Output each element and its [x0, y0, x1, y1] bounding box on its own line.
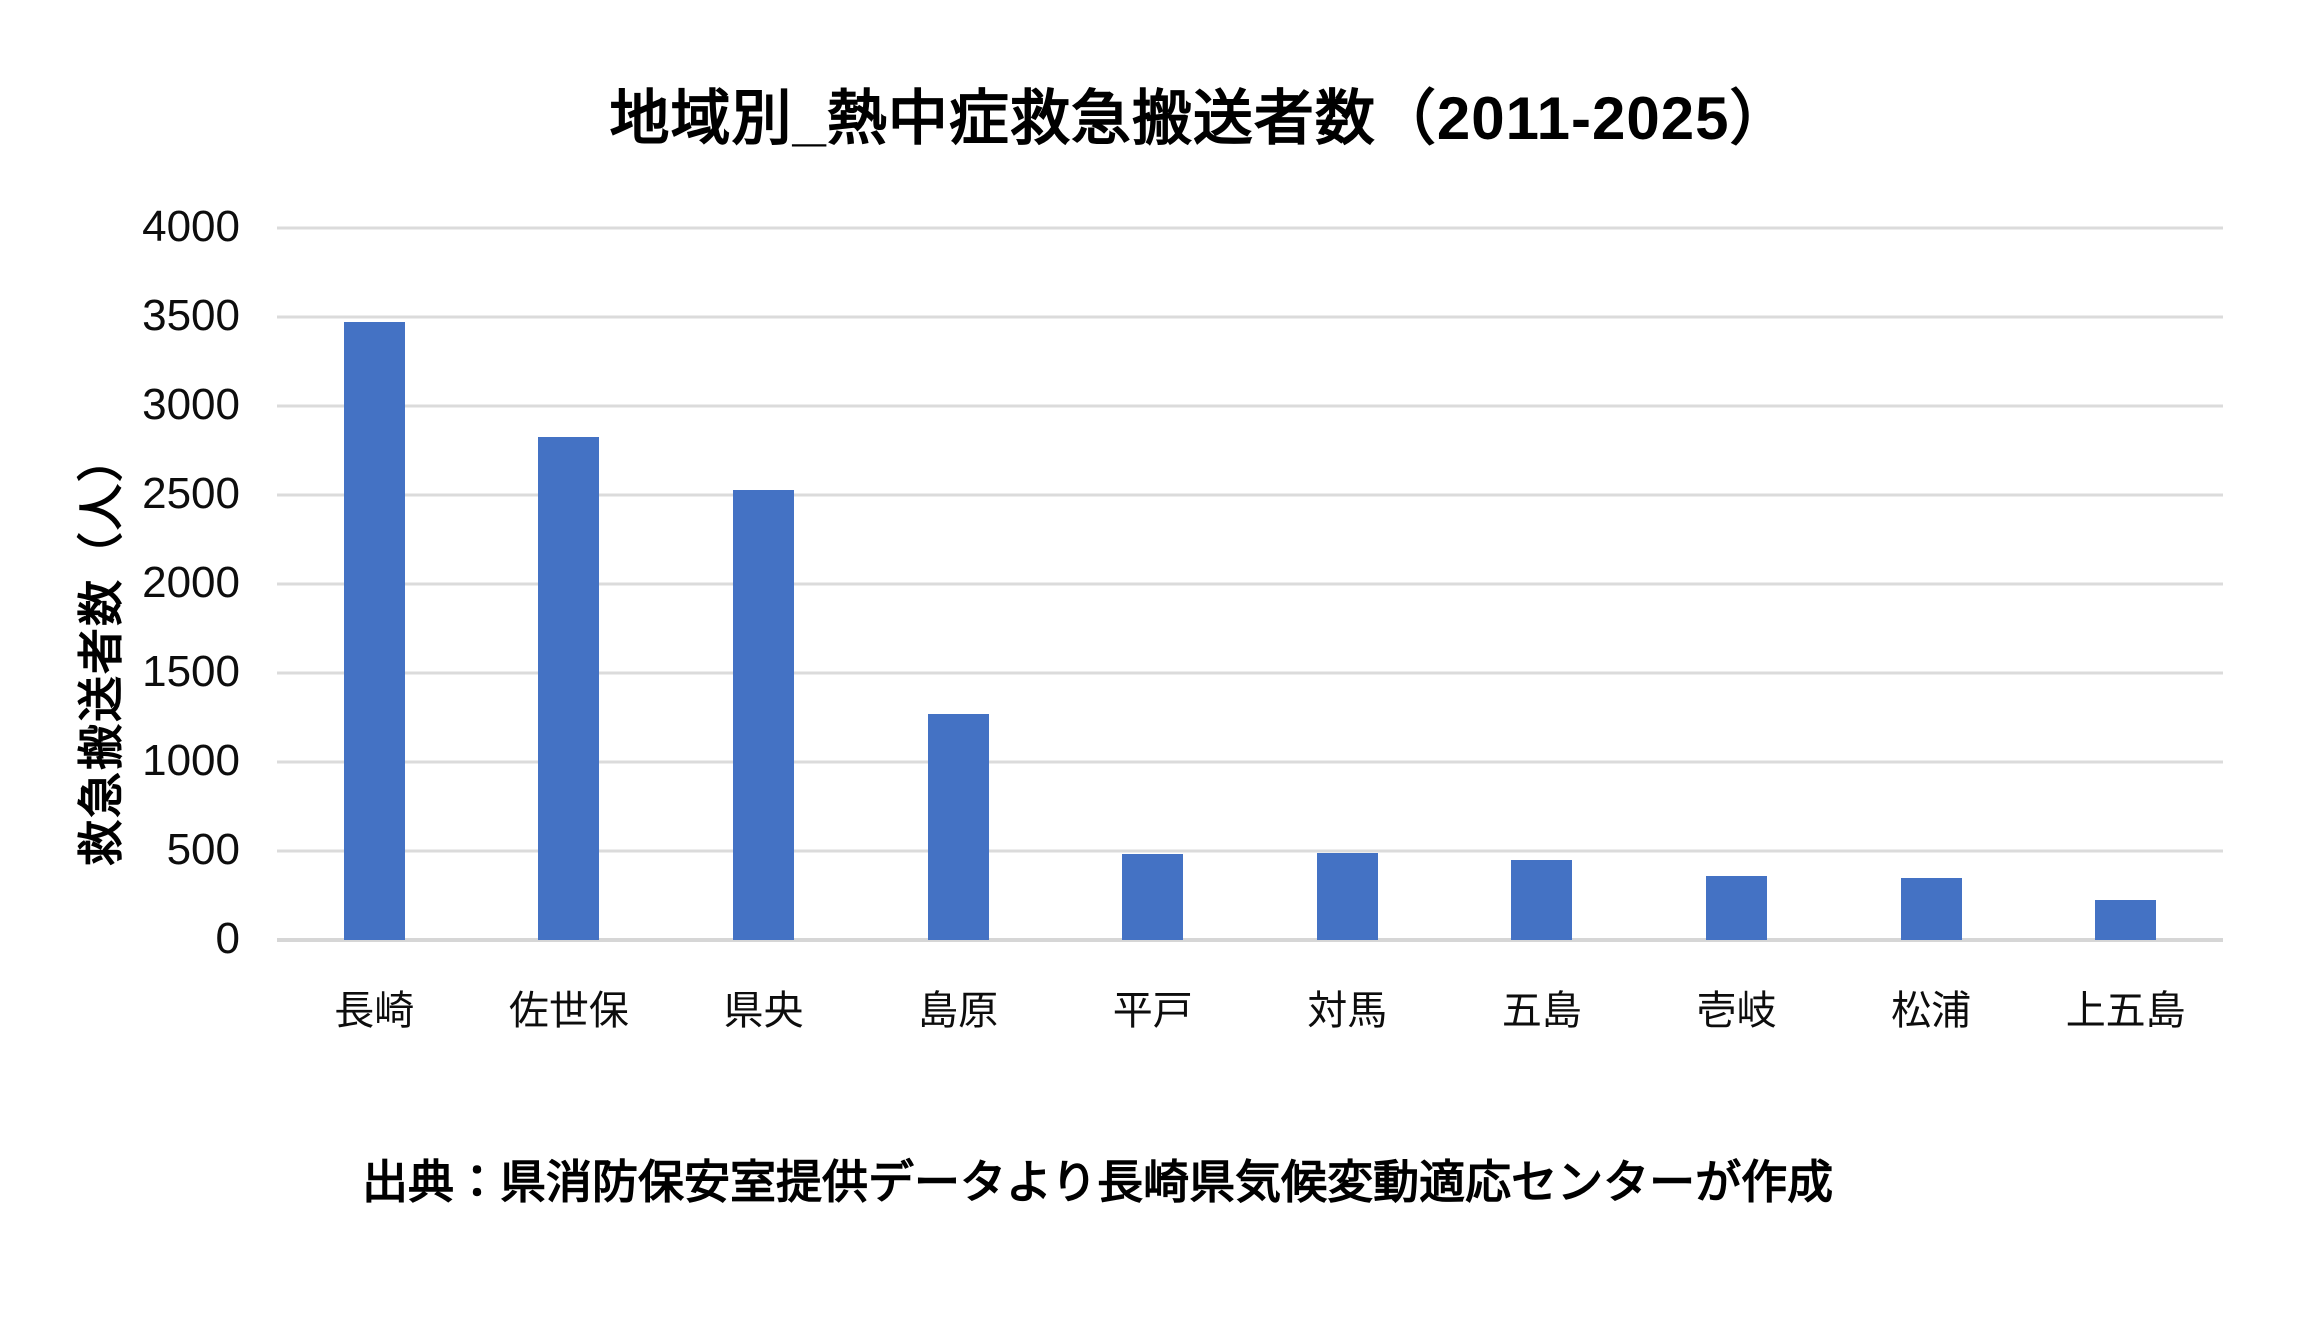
y-axis-title: 救急搬送者数（人） [75, 434, 127, 866]
x-tick-label-県央: 県央 [723, 989, 804, 1033]
bar-壱岐 [1706, 875, 1767, 940]
gridline-3500 [277, 315, 2223, 319]
bar-佐世保 [538, 437, 600, 940]
x-tick-label-対馬: 対馬 [1307, 989, 1388, 1033]
bar-上五島 [2095, 899, 2157, 940]
bar-県央 [733, 489, 794, 940]
x-tick-label-平戸: 平戸 [1112, 989, 1193, 1033]
y-tick-label-1500: 1500 [142, 647, 240, 697]
gridline-2000 [277, 582, 2223, 586]
gridline-1500 [277, 671, 2223, 675]
y-tick-label-4000: 4000 [142, 202, 240, 252]
y-tick-label-3000: 3000 [142, 380, 240, 430]
x-tick-label-五島: 五島 [1501, 989, 1582, 1033]
bar-平戸 [1122, 853, 1184, 940]
x-tick-label-壱岐: 壱岐 [1696, 989, 1777, 1033]
source-note: 出典：県消防保安室提供データより長崎県気候変動適応センターが作成 [362, 1156, 1834, 1208]
bar-対馬 [1316, 852, 1378, 940]
x-axis-line [277, 938, 2223, 942]
bar-長崎 [343, 322, 405, 940]
y-tick-label-2500: 2500 [142, 469, 240, 519]
gridline-4000 [277, 226, 2223, 230]
y-tick-label-0: 0 [215, 914, 240, 964]
x-tick-label-長崎: 長崎 [334, 989, 415, 1033]
bar-五島 [1511, 859, 1573, 940]
gridline-2500 [277, 493, 2223, 497]
gridline-3000 [277, 404, 2223, 408]
gridline-500 [277, 849, 2223, 853]
x-tick-label-佐世保: 佐世保 [508, 989, 629, 1033]
x-tick-label-松浦: 松浦 [1891, 989, 1972, 1033]
plot-area [277, 226, 2223, 942]
y-tick-label-1000: 1000 [142, 736, 240, 786]
bar-島原 [927, 713, 989, 940]
y-tick-label-500: 500 [166, 825, 240, 875]
gridline-1000 [277, 760, 2223, 764]
bar-松浦 [1900, 877, 1962, 940]
x-tick-label-上五島: 上五島 [2065, 989, 2186, 1033]
chart-title: 地域別_熱中症救急搬送者数（2011-2025） [609, 85, 1791, 152]
x-tick-label-島原: 島原 [918, 989, 999, 1033]
y-tick-label-2000: 2000 [142, 558, 240, 608]
y-tick-label-3500: 3500 [142, 291, 240, 341]
